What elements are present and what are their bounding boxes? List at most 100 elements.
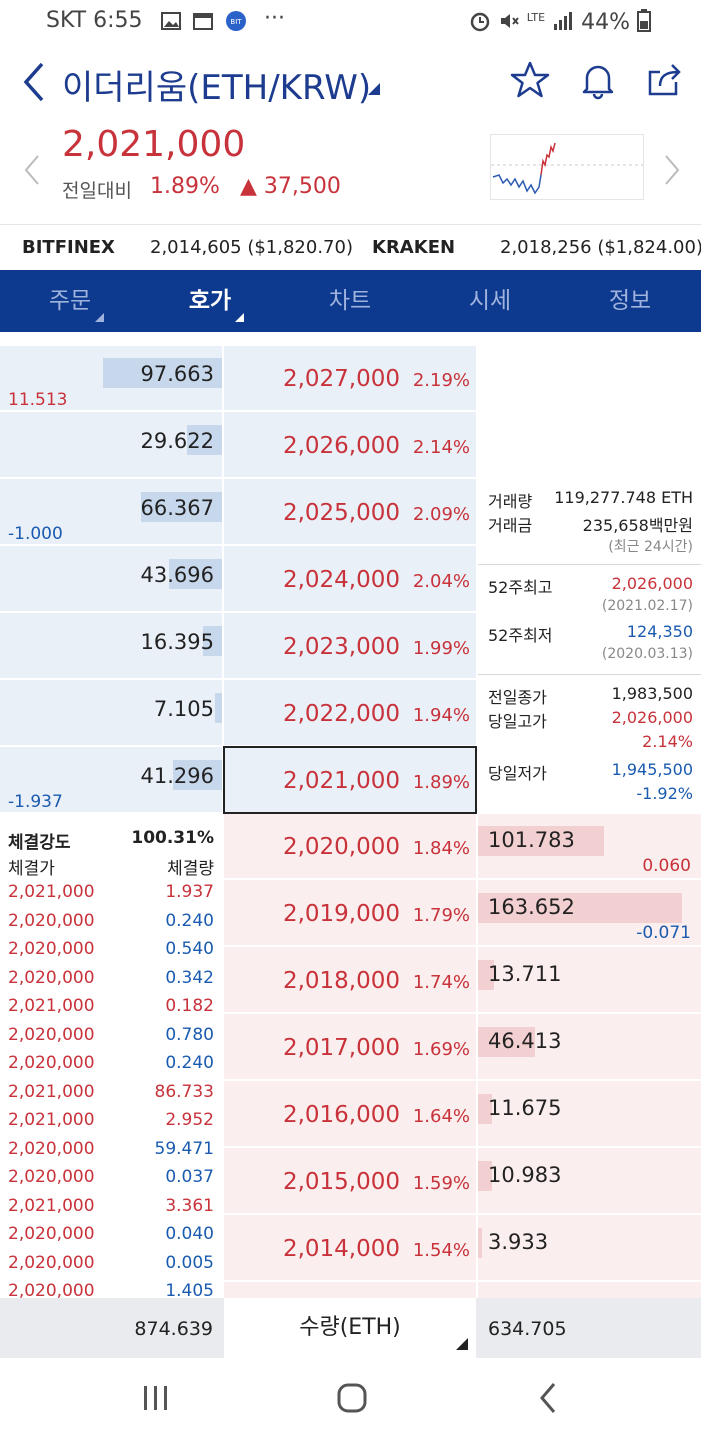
ask-qty-bar <box>169 559 223 589</box>
prev-day-compare-label: 전일대비 <box>62 180 132 202</box>
system-nav-bar <box>0 1358 701 1440</box>
trade-row: 2,020,000 0.005 <box>8 1253 214 1281</box>
unit-selector[interactable]: 수량(ETH) <box>224 1298 476 1358</box>
ask-price-cell[interactable]: 2,022,000 1.94% <box>224 681 476 747</box>
notification-bell-icon[interactable] <box>578 60 618 100</box>
trade-qty: 2.952 <box>165 1110 214 1130</box>
next-coin-chevron-icon[interactable] <box>660 150 684 190</box>
status-right: LTE 44% <box>469 8 651 35</box>
trade-price: 2,020,000 <box>8 1024 95 1045</box>
bid-price-cell[interactable]: 2,014,000 1.54% <box>224 1216 476 1282</box>
tab-market-price[interactable]: 시세 <box>420 270 560 332</box>
tab-orderbook[interactable]: 호가 <box>140 270 280 332</box>
info-divider <box>478 674 701 675</box>
previous-coin-chevron-icon[interactable] <box>20 150 44 190</box>
bid-price-cell[interactable]: 2,017,000 1.69% <box>224 1015 476 1081</box>
bid-qty-bar <box>478 1027 535 1057</box>
bid-qty: 3.933 <box>488 1230 549 1254</box>
trade-row: 2,021,000 2.952 <box>8 1110 214 1138</box>
trade-price: 2,020,000 <box>8 939 95 959</box>
ask-qty-change: -1.000 <box>8 524 63 544</box>
bid-price: 2,020,000 <box>282 834 400 860</box>
trade-qty: 0.005 <box>165 1252 214 1273</box>
bid-qty-bar <box>478 1094 492 1124</box>
exchange-name-bitfinex: BITFINEX <box>22 237 115 258</box>
ask-price-cell[interactable]: 2,026,000 2.14% <box>224 413 476 479</box>
trade-row: 2,020,000 0.240 <box>8 1053 214 1081</box>
trade-qty: 0.342 <box>165 967 214 988</box>
tab-order[interactable]: 주문 <box>0 270 140 332</box>
trade-qty: 0.240 <box>165 910 214 931</box>
bid-qty-change: -0.071 <box>636 923 691 943</box>
trade-qty: 0.240 <box>165 1053 214 1073</box>
recent-apps-icon[interactable] <box>136 1378 176 1418</box>
trade-row: 2,020,000 0.780 <box>8 1025 214 1053</box>
mini-price-chart[interactable] <box>490 134 644 200</box>
bid-row[interactable]: 101.783 0.060 <box>478 814 701 880</box>
ask-price-cell[interactable]: 2,024,000 2.04% <box>224 547 476 613</box>
trade-qty: 0.780 <box>165 1024 214 1045</box>
coin-selector-caret-icon[interactable] <box>366 82 382 96</box>
home-icon[interactable] <box>332 1378 372 1418</box>
bid-row[interactable]: 13.711 <box>478 948 701 1014</box>
change-amount: ▲ 37,500 <box>240 174 341 199</box>
bid-price-cell[interactable]: 2,019,000 1.79% <box>224 881 476 947</box>
exchange-price-bitfinex: 2,014,605 ($1,820.70) <box>150 237 353 258</box>
trade-row: 2,020,000 0.037 <box>8 1167 214 1195</box>
tab-chart[interactable]: 차트 <box>280 270 420 332</box>
share-icon[interactable] <box>646 60 686 100</box>
ask-qty-bar <box>173 760 223 790</box>
trade-row: 2,020,000 1.405 <box>8 1281 214 1309</box>
ask-row[interactable]: 66.367 -1.000 <box>0 480 476 546</box>
bid-qty-bar <box>478 826 604 856</box>
bid-price-cell[interactable]: 2,016,000 1.64% <box>224 1082 476 1148</box>
day-low-percent: -1.92% <box>636 784 693 803</box>
tab-chart-label: 차트 <box>328 288 372 314</box>
back-icon[interactable] <box>18 60 48 104</box>
bid-qty-bar <box>478 893 682 923</box>
low52-date: (2020.03.13) <box>601 646 693 662</box>
trade-qty: 0.040 <box>165 1224 214 1244</box>
bid-row[interactable]: 46.413 <box>478 1015 701 1081</box>
ask-price: 2,027,000 <box>282 366 400 392</box>
bid-price: 2,017,000 <box>282 1035 400 1061</box>
bid-qty: 10.983 <box>488 1163 562 1187</box>
bid-row[interactable]: 163.652 -0.071 <box>478 881 701 947</box>
ask-row[interactable]: 43.696 <box>0 547 476 613</box>
bid-price: 2,014,000 <box>282 1236 400 1262</box>
mini-chart-line <box>491 142 643 195</box>
bid-price-cell[interactable]: 2,015,000 1.59% <box>224 1149 476 1215</box>
bid-qty-bar <box>478 1228 482 1258</box>
ask-price-cell[interactable]: 2,025,000 2.09% <box>224 480 476 546</box>
ask-price-percent: 1.89% <box>412 772 470 793</box>
prev-close-label: 전일종가 <box>488 688 547 707</box>
ask-row[interactable]: 97.663 11.513 <box>0 346 476 412</box>
ask-price-cell[interactable]: 2,027,000 2.19% <box>224 346 476 412</box>
trade-row: 2,020,000 0.240 <box>8 911 214 939</box>
bid-row[interactable]: 10.983 <box>478 1149 701 1215</box>
ask-qty-bar <box>203 626 223 656</box>
trade-price: 2,020,000 <box>8 1281 95 1301</box>
trade-price: 2,020,000 <box>8 1138 95 1159</box>
high52-label: 52주최고 <box>488 578 553 597</box>
bid-row[interactable]: 3.933 <box>478 1216 701 1282</box>
trade-strength-value: 100.31% <box>131 828 214 848</box>
bid-row[interactable]: 11.675 <box>478 1082 701 1148</box>
page-title[interactable]: 이더리움(ETH/KRW) <box>62 68 372 108</box>
ask-row[interactable]: 29.622 <box>0 413 476 479</box>
bid-price-cell[interactable]: 2,020,000 1.84% <box>224 814 476 880</box>
bid-qty-bar <box>478 1161 492 1191</box>
trade-price: 2,021,000 <box>8 1195 95 1216</box>
bid-price-cell[interactable]: 2,018,000 1.74% <box>224 948 476 1014</box>
day-high-value: 2,026,000 <box>611 708 693 727</box>
ask-price-cell[interactable]: 2,021,000 1.89% <box>224 748 476 814</box>
bid-price-percent: 1.59% <box>412 1173 470 1194</box>
favorite-star-icon[interactable] <box>510 60 550 100</box>
battery-percent: 44% <box>581 10 630 35</box>
system-back-icon[interactable] <box>528 1378 568 1418</box>
calendar-icon <box>193 13 213 30</box>
ask-price-cell[interactable]: 2,023,000 1.99% <box>224 614 476 680</box>
ask-row[interactable]: 16.395 <box>0 614 476 680</box>
tab-info[interactable]: 정보 <box>560 270 700 332</box>
trade-price: 2,020,000 <box>8 910 95 931</box>
